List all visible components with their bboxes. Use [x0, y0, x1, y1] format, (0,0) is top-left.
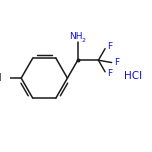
Text: F: F — [115, 59, 120, 67]
Text: F: F — [107, 42, 112, 51]
Text: F: F — [107, 69, 112, 78]
Text: NH: NH — [69, 32, 83, 41]
Text: HCl: HCl — [124, 71, 142, 81]
Text: 2: 2 — [82, 38, 86, 43]
Text: I: I — [0, 73, 2, 83]
